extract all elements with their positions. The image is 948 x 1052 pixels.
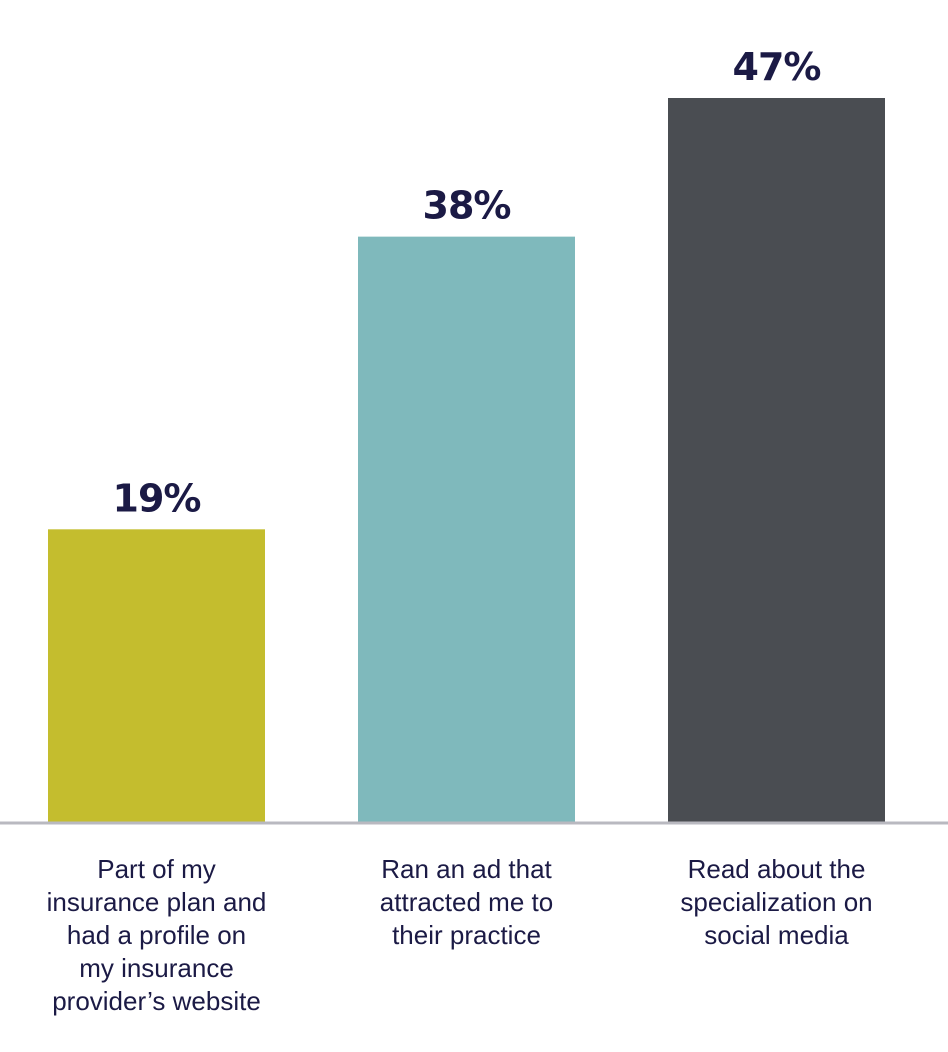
- category-label-line: attracted me to: [380, 887, 553, 917]
- category-label-line: provider’s website: [52, 986, 261, 1016]
- category-label-line: specialization on: [680, 887, 872, 917]
- bar-3: [668, 98, 885, 822]
- category-label-line: Read about the: [688, 854, 866, 884]
- data-label-3: 47%: [733, 45, 821, 89]
- bar-1: [48, 529, 265, 822]
- data-label-2: 38%: [423, 184, 511, 228]
- category-label-3: Read about the specialization on social me…: [680, 854, 872, 950]
- category-label-line: Ran an ad that: [381, 854, 552, 884]
- category-label-line: Part of my: [97, 854, 215, 884]
- category-label-1: Part of my insurance plan and had a profil…: [47, 854, 267, 1016]
- category-label-line: social media: [704, 920, 849, 950]
- category-label-line: their practice: [392, 920, 541, 950]
- category-label-line: insurance plan and: [47, 887, 267, 917]
- category-label-2: Ran an ad that attracted me to their pract…: [380, 854, 553, 950]
- bar-2: [358, 236, 575, 822]
- data-label-1: 19%: [113, 476, 201, 520]
- category-label-line: had a profile on: [67, 920, 246, 950]
- category-label-line: my insurance: [79, 953, 234, 983]
